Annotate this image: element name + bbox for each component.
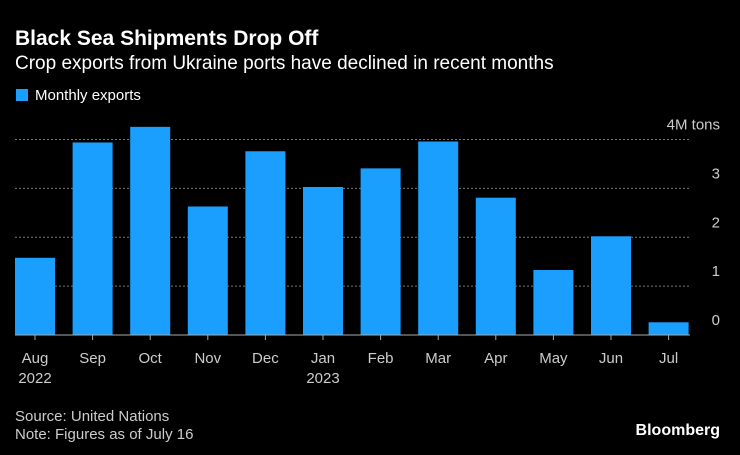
y-tick-label: 1 bbox=[712, 263, 720, 280]
bar bbox=[591, 236, 631, 335]
y-tick-label: 4M tons bbox=[667, 117, 720, 134]
bar bbox=[130, 126, 171, 335]
bar bbox=[648, 322, 689, 335]
bar bbox=[418, 141, 459, 335]
brand: Bloomberg bbox=[636, 422, 720, 439]
bar bbox=[303, 186, 343, 335]
bar bbox=[475, 197, 516, 335]
x-tick-label: Feb bbox=[368, 350, 394, 367]
x-tick-label: Nov bbox=[194, 350, 221, 367]
x-tick-label: Jan 2023 bbox=[306, 350, 339, 387]
legend-swatch bbox=[16, 89, 28, 101]
y-tick-label: 2 bbox=[712, 214, 720, 231]
bar bbox=[187, 206, 228, 335]
chart-subtitle: Crop exports from Ukraine ports have dec… bbox=[15, 53, 554, 74]
y-tick-label: 3 bbox=[712, 165, 720, 182]
x-tick-label: Jul bbox=[659, 350, 678, 367]
x-tick-label: Oct bbox=[139, 350, 163, 367]
legend-label: Monthly exports bbox=[35, 87, 141, 104]
bar bbox=[360, 168, 401, 335]
source: Source: United Nations bbox=[15, 408, 169, 425]
x-tick-label: Sep bbox=[79, 350, 106, 367]
x-tick-label: Aug 2022 bbox=[18, 350, 51, 387]
bar bbox=[245, 151, 286, 335]
chart-title: Black Sea Shipments Drop Off bbox=[15, 27, 319, 50]
x-tick-label: Apr bbox=[484, 350, 507, 367]
note: Note: Figures as of July 16 bbox=[15, 426, 193, 443]
y-tick-label: 0 bbox=[712, 312, 720, 329]
bar bbox=[72, 142, 113, 335]
bar bbox=[533, 270, 574, 335]
x-tick-label: Dec bbox=[252, 350, 279, 367]
x-tick-label: Mar bbox=[425, 350, 451, 367]
x-tick-label: May bbox=[539, 350, 568, 367]
bar bbox=[15, 257, 55, 335]
x-tick-label: Jun bbox=[599, 350, 623, 367]
